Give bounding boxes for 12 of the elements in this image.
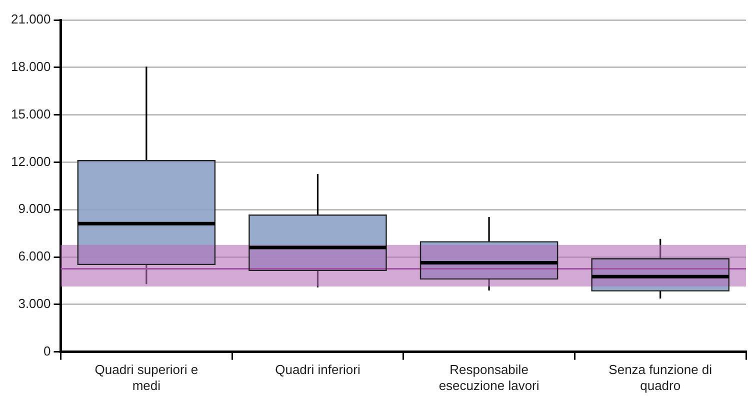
y-tick-label: 6.000 (18, 248, 51, 264)
y-tick-label: 18.000 (10, 58, 51, 74)
x-tick-label: Quadri inferiori (275, 362, 360, 378)
y-tick-label: 9.000 (18, 201, 51, 216)
y-tick-label: 21.000 (10, 12, 51, 27)
y-tick-label: 12.000 (10, 154, 51, 169)
y-tick-label: 3.000 (18, 296, 51, 311)
y-tick-label: 0 (44, 343, 51, 358)
x-tick-label: Senza funzione di quadro (608, 362, 712, 393)
x-tick-label: Responsabile esecuzione lavori (438, 362, 540, 393)
y-tick-label: 15.000 (10, 106, 51, 122)
x-tick-label: Quadri superiori e medi (94, 362, 198, 393)
